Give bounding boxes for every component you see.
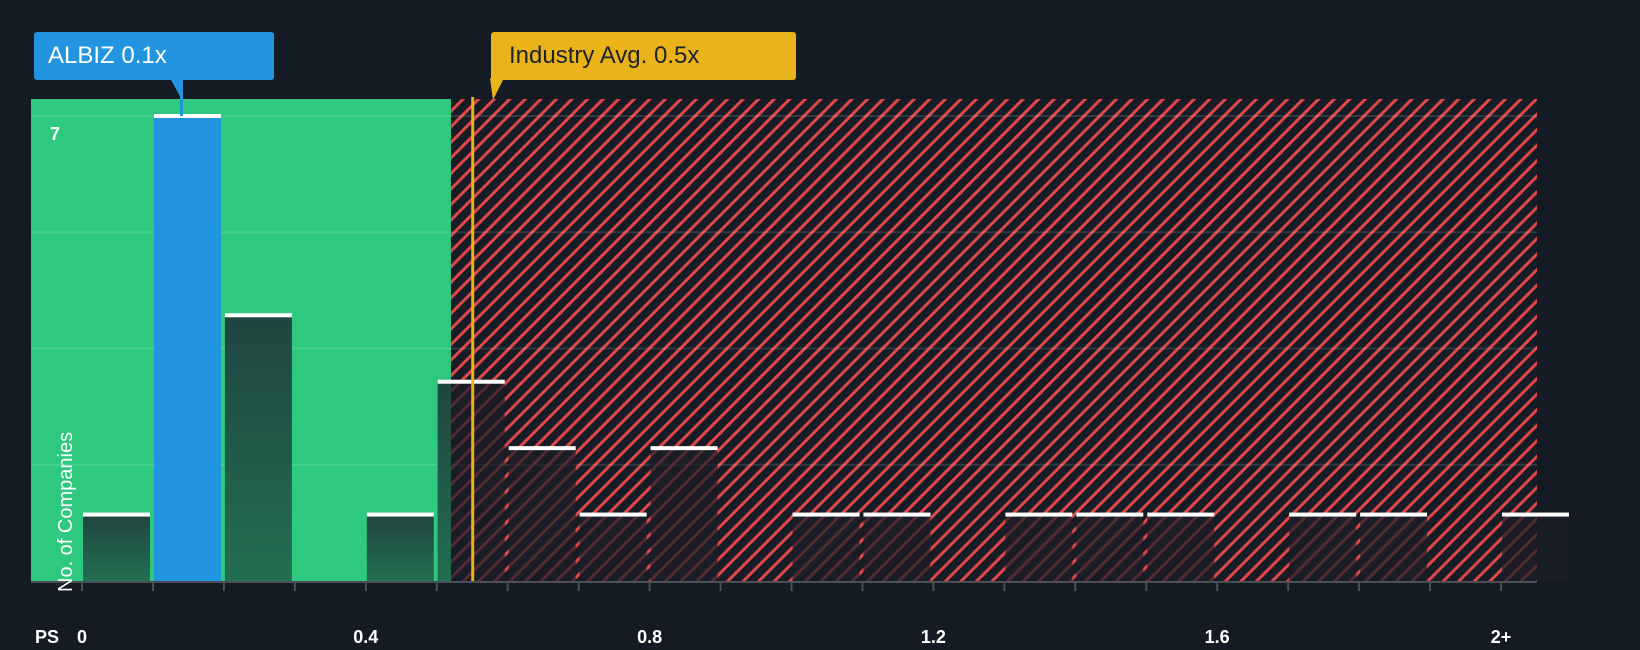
histogram-bar [224,315,292,581]
company-bar [153,116,221,581]
histogram-bar [792,514,860,581]
bar-cap [579,512,647,517]
bar-cap [1005,512,1073,517]
bar-cap [224,313,292,318]
histogram-bar [1360,514,1428,581]
bar-cap [83,512,150,517]
y-axis-label: No. of Companies [55,431,77,592]
industry-callout-pointer [490,78,504,100]
x-tick-label: 2+ [1490,627,1512,647]
bar-cap [1147,512,1215,517]
company-callout-pointer [170,78,183,116]
company-callout: ALBIZ 0.1x [34,32,274,80]
x-tick-label: 1.2 [920,627,946,647]
histogram-bar [1076,514,1144,581]
bar-cap [1076,512,1144,517]
histogram-bar [508,448,576,581]
bar-cap [1289,512,1357,517]
histogram-bar-part [437,381,451,581]
x-tick-label: 0 [76,627,88,647]
x-tick-label: 0.8 [637,627,663,647]
histogram-bar [1502,514,1569,581]
histogram-bar [579,514,647,581]
x-tick-label: 0.4 [353,627,379,647]
y-tick-max: 7 [50,124,61,144]
x-axis-name: PS [35,627,60,647]
histogram-bar [1147,514,1215,581]
bar-cap [792,512,860,517]
bar-cap [650,446,718,451]
bar-cap [1360,512,1428,517]
histogram-bar [83,514,150,581]
histogram-bar [1005,514,1073,581]
x-tick-label: 1.6 [1204,627,1230,647]
bar-cap [1502,512,1569,517]
x-axis [31,581,1537,591]
bar-cap [508,446,576,451]
industry-avg-callout: Industry Avg. 0.5x [491,32,796,80]
bar-cap [153,114,221,118]
bar-cap [863,512,931,517]
industry-avg-line [471,97,475,581]
overvalued-zone [450,99,1538,581]
histogram-bar [366,514,434,581]
industry-average-line [471,97,475,581]
histogram-bar [863,514,931,581]
bar-cap [366,512,434,517]
histogram-bar [1289,514,1357,581]
histogram-bar [650,448,718,581]
